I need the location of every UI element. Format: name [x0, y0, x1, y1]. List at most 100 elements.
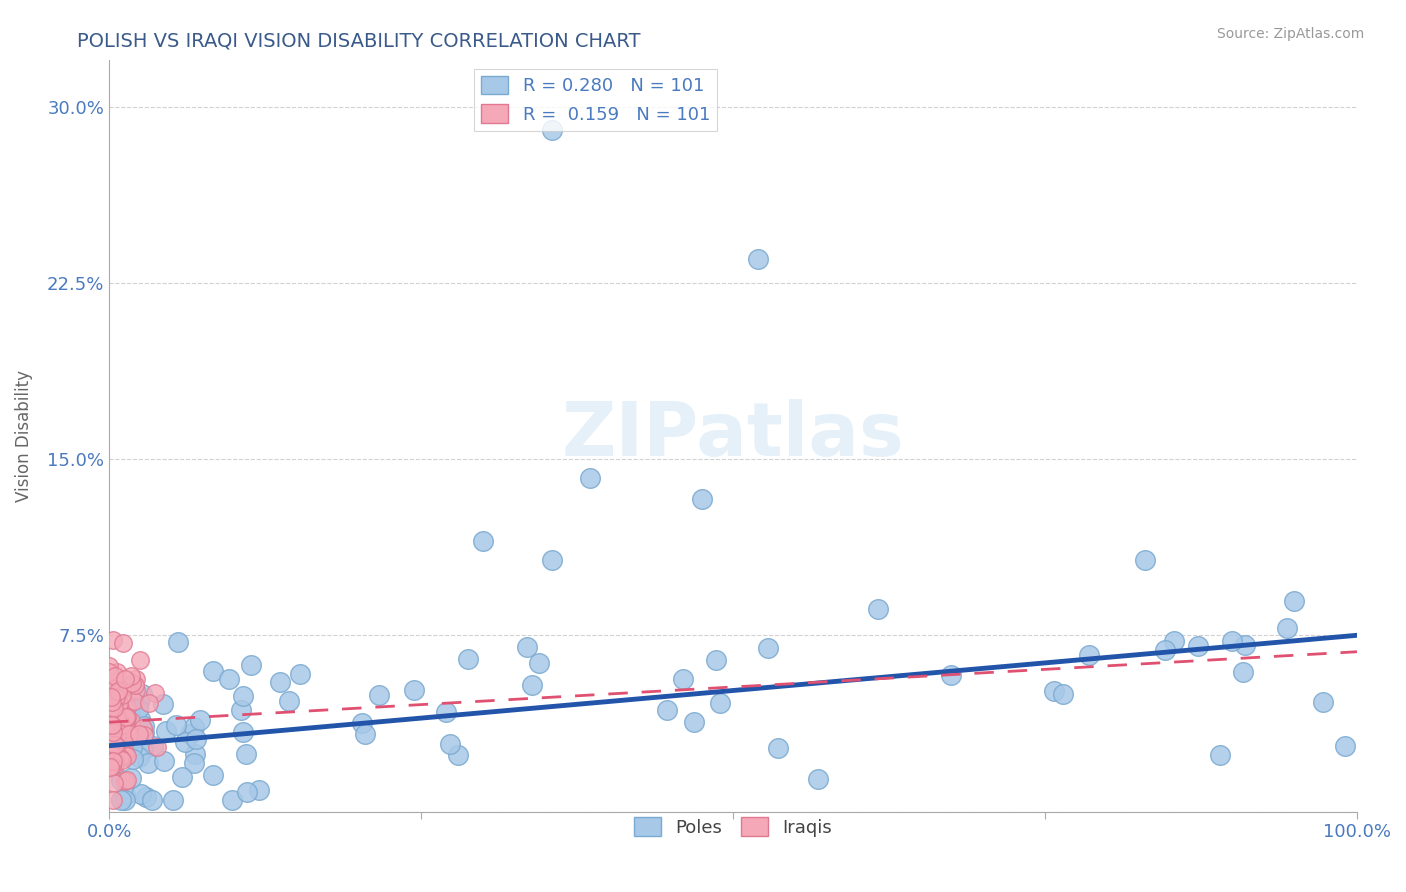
Point — [105, 665, 128, 680]
Point — [146, 739, 169, 754]
Point — [672, 672, 695, 686]
Point — [105, 711, 128, 725]
Point — [98, 665, 121, 679]
Point — [350, 715, 373, 730]
Point — [690, 491, 713, 506]
Point — [141, 793, 163, 807]
Point — [100, 693, 122, 707]
Point — [114, 747, 136, 761]
Point — [353, 727, 375, 741]
Point — [232, 690, 254, 704]
Point — [232, 725, 254, 739]
Point — [1052, 687, 1074, 701]
Point — [131, 721, 153, 735]
Point — [100, 699, 122, 714]
Point — [128, 713, 150, 727]
Point — [172, 770, 194, 784]
Point — [115, 748, 138, 763]
Point — [128, 727, 150, 741]
Point — [1333, 739, 1355, 753]
Point — [111, 712, 134, 726]
Point — [111, 681, 134, 696]
Point — [101, 759, 124, 773]
Point — [105, 734, 128, 748]
Point — [114, 672, 136, 686]
Point — [108, 705, 131, 719]
Point — [108, 696, 131, 710]
Point — [162, 793, 184, 807]
Point — [111, 746, 134, 760]
Point — [101, 717, 124, 731]
Point — [136, 756, 159, 771]
Point — [165, 718, 187, 732]
Point — [132, 728, 155, 742]
Point — [108, 751, 131, 765]
Point — [434, 705, 457, 719]
Point — [153, 754, 176, 768]
Point — [110, 793, 132, 807]
Point — [236, 784, 259, 798]
Point — [704, 653, 727, 667]
Point — [104, 738, 127, 752]
Point — [402, 683, 425, 698]
Point — [288, 667, 311, 681]
Point — [104, 713, 127, 727]
Point — [101, 712, 124, 726]
Legend: Poles, Iraqis: Poles, Iraqis — [627, 810, 839, 844]
Point — [103, 754, 125, 768]
Point — [155, 723, 177, 738]
Point — [110, 751, 132, 765]
Point — [110, 704, 132, 718]
Point — [277, 694, 299, 708]
Point — [103, 775, 125, 789]
Point — [103, 739, 125, 753]
Point — [111, 703, 134, 717]
Point — [807, 772, 830, 786]
Point — [112, 742, 135, 756]
Point — [100, 697, 122, 711]
Point — [1233, 638, 1256, 652]
Point — [108, 685, 131, 699]
Text: Source: ZipAtlas.com: Source: ZipAtlas.com — [1216, 27, 1364, 41]
Point — [201, 664, 224, 678]
Point — [235, 747, 257, 762]
Point — [115, 772, 138, 787]
Point — [132, 719, 155, 733]
Point — [240, 658, 263, 673]
Point — [122, 694, 145, 708]
Point — [121, 678, 143, 692]
Point — [121, 713, 143, 727]
Point — [115, 699, 138, 714]
Point — [105, 728, 128, 742]
Point — [183, 720, 205, 734]
Point — [104, 722, 127, 736]
Point — [98, 713, 121, 727]
Point — [107, 684, 129, 698]
Point — [114, 723, 136, 737]
Point — [100, 747, 122, 761]
Point — [128, 695, 150, 709]
Point — [98, 704, 121, 718]
Point — [98, 747, 121, 761]
Point — [101, 719, 124, 733]
Point — [124, 677, 146, 691]
Point — [129, 787, 152, 801]
Point — [128, 653, 150, 667]
Point — [269, 675, 291, 690]
Point — [367, 688, 389, 702]
Point — [114, 714, 136, 729]
Point — [103, 725, 125, 739]
Point — [105, 718, 128, 732]
Point — [247, 783, 270, 797]
Point — [103, 701, 125, 715]
Point — [105, 706, 128, 720]
Point — [143, 686, 166, 700]
Point — [104, 742, 127, 756]
Point — [1133, 553, 1156, 567]
Point — [229, 703, 252, 717]
Point — [117, 710, 139, 724]
Point — [98, 734, 121, 748]
Point — [110, 772, 132, 787]
Point — [103, 718, 125, 732]
Point — [103, 793, 125, 807]
